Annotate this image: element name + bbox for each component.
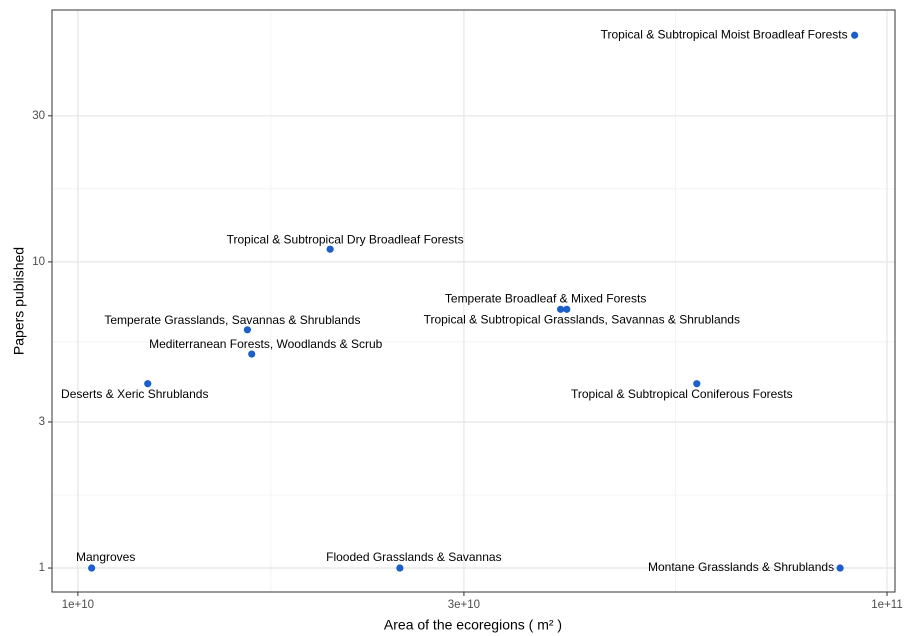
x-tick-label: 3e+10 [448,599,480,611]
point [396,564,404,572]
point-label: Montane Grasslands & Shrublands [648,560,834,574]
point-label: Temperate Grasslands, Savannas & Shrubla… [104,313,360,327]
point-label: Flooded Grasslands & Savannas [326,550,501,564]
point [693,380,701,388]
marks: Tropical & Subtropical Moist Broadleaf F… [61,27,859,574]
point-label: Temperate Broadleaf & Mixed Forests [445,291,646,305]
x-tick-label: 1e+10 [62,599,94,611]
point [563,305,571,313]
y-tick-label: 1 [39,562,45,574]
y-tick-label: 10 [32,256,45,268]
point [836,564,844,572]
y-tick-label: 30 [32,110,45,122]
panel-border [51,9,896,593]
x-axis-title: Area of the ecoregions ( m² ) [384,617,562,633]
point-label: Tropical & Subtropical Dry Broadleaf For… [227,232,464,246]
point-label: Tropical & Subtropical Grasslands, Savan… [424,312,740,326]
point [248,350,256,358]
point [243,326,252,334]
x-tick-label: 1e+11 [871,599,902,611]
y-axis-title: Papers published [11,247,27,355]
point [144,380,152,388]
y-tick-label: 3 [39,416,45,428]
point [88,564,96,572]
point-label: Tropical & Subtropical Moist Broadleaf F… [601,27,848,41]
point [326,245,334,253]
point-label: Tropical & Subtropical Coniferous Forest… [571,387,793,401]
point [851,31,859,39]
point-label: Mangroves [76,550,135,564]
grid [52,10,895,592]
point-label: Deserts & Xeric Shrublands [61,387,208,401]
point [557,305,565,313]
point-label: Mediterranean Forests, Woodlands & Scrub [149,337,383,351]
